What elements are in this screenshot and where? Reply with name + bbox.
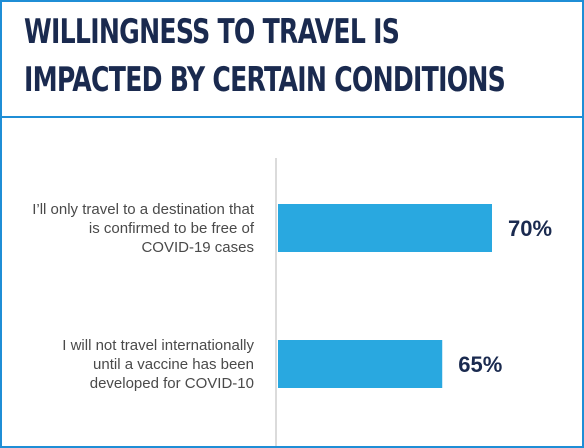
category-label-1: I’ll only travel to a destination that is… xyxy=(32,201,255,256)
bar-1 xyxy=(278,204,492,252)
bar-group xyxy=(278,204,492,388)
value-label-group: 70% 65% xyxy=(458,216,552,377)
value-label-1: 70% xyxy=(508,216,552,241)
category-label-1-line-3: COVID-19 cases xyxy=(141,239,254,256)
chart-title-line-2: IMPACTED BY CERTAIN CONDITIONS xyxy=(24,60,506,100)
category-label-2: I will not travel internationally until a… xyxy=(62,337,254,392)
value-label-2: 65% xyxy=(458,352,502,377)
chart-title-line-1: WILLINGNESS TO TRAVEL IS xyxy=(24,12,400,52)
category-label-2-line-3: developed for COVID-10 xyxy=(90,375,254,392)
category-label-1-line-2: is confirmed to be free of xyxy=(89,220,255,237)
category-label-2-line-2: until a vaccine has been xyxy=(93,356,254,373)
category-label-group: I’ll only travel to a destination that is… xyxy=(32,201,255,392)
chart-header: WILLINGNESS TO TRAVEL IS IMPACTED BY CER… xyxy=(2,2,582,118)
bar-chart: I’ll only travel to a destination that is… xyxy=(32,158,552,446)
category-label-2-line-1: I will not travel internationally xyxy=(62,337,254,354)
category-label-1-line-1: I’ll only travel to a destination that xyxy=(32,201,255,218)
bar-2 xyxy=(278,340,443,388)
